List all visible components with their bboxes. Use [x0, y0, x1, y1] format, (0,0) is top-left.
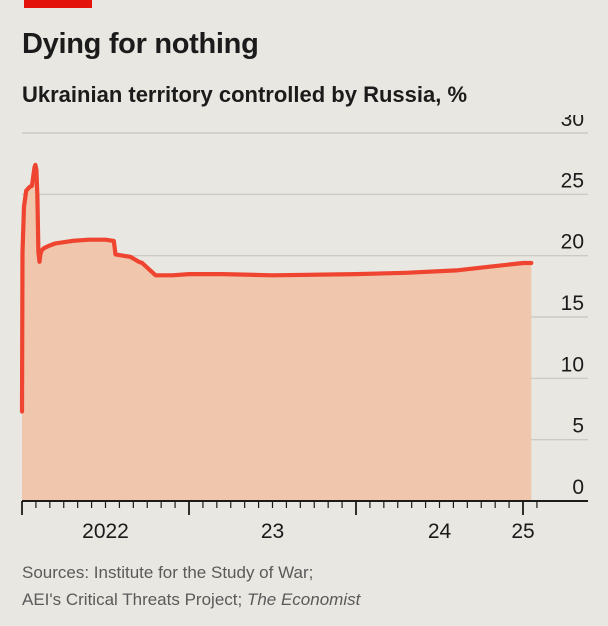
series-area-fill	[22, 164, 532, 501]
y-tick-label-20: 20	[561, 231, 584, 254]
x-tick-label-23: 23	[261, 520, 284, 543]
y-tick-label-5: 5	[572, 415, 584, 438]
y-tick-label-15: 15	[561, 292, 584, 315]
y-tick-label-25: 25	[561, 169, 584, 192]
source-line-2-publication: The Economist	[246, 590, 361, 609]
x-tick-label-2022: 2022	[82, 520, 129, 543]
source-line-2-text: AEI's Critical Threats Project;	[22, 590, 247, 609]
territory-chart: 0 5 10 15 20 25 30 2022 23 24 25	[19, 115, 588, 543]
chart-subtitle: Ukrainian territory controlled by Russia…	[22, 82, 468, 107]
series-line	[19, 162, 534, 414]
x-tick-label-24: 24	[428, 520, 452, 543]
source-line-2: AEI's Critical Threats Project; The Econ…	[22, 590, 360, 610]
economist-red-tag	[24, 0, 92, 8]
y-tick-label-30: 30	[561, 115, 584, 131]
x-tick-label-25: 25	[511, 520, 534, 543]
source-line-1: Sources: Institute for the Study of War;	[22, 563, 314, 582]
y-tick-label-10: 10	[561, 353, 584, 376]
chart-title: Dying for nothing	[22, 28, 259, 60]
y-tick-label-0: 0	[572, 476, 584, 499]
